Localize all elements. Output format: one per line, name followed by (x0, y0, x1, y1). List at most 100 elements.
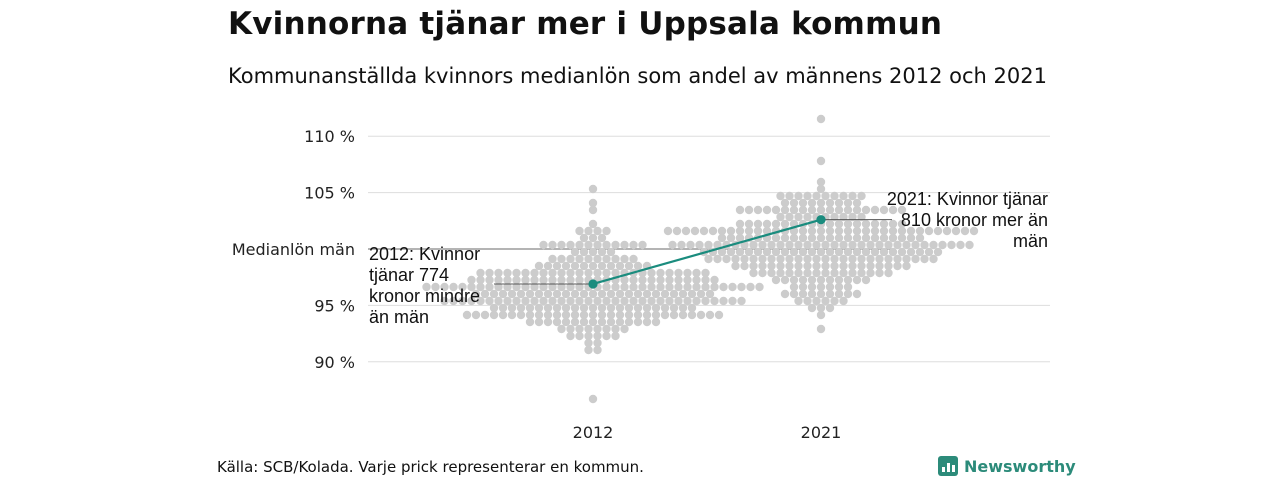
kommun-dot (710, 282, 719, 292)
kommun-dot (798, 198, 808, 208)
kommun-dot (665, 296, 674, 306)
kommun-dot (579, 317, 589, 327)
kommun-dot (825, 289, 835, 299)
kommun-dot (803, 212, 812, 222)
kommun-dot (584, 345, 593, 355)
kommun-dot (611, 331, 620, 341)
kommun-dot (861, 205, 871, 215)
kommun-dot (884, 254, 893, 264)
kommun-dot (915, 226, 925, 236)
kommun-dot (669, 289, 679, 299)
kommun-dot (744, 205, 754, 215)
brand-logo-link[interactable]: Newsworthy (938, 456, 1076, 476)
kommun-dot (776, 212, 785, 222)
kommun-dot (584, 226, 593, 236)
kommun-dot (543, 303, 553, 313)
kommun-dot (785, 268, 794, 278)
kommun-dot (807, 233, 817, 243)
kommun-dot (884, 268, 893, 278)
kommun-dot (512, 282, 521, 292)
kommun-dot (485, 282, 494, 292)
kommun-dot (857, 254, 866, 264)
kommun-dot (803, 254, 812, 264)
kommun-dot (789, 198, 799, 208)
kommun-dot (669, 310, 679, 320)
kommun-dot (825, 282, 835, 292)
kommun-dot (611, 324, 620, 334)
kommun-dot (462, 310, 472, 320)
kommun-dot (839, 296, 848, 306)
kommun-dot (812, 296, 821, 306)
kommun-dot (530, 282, 539, 292)
kommun-dot (857, 240, 866, 250)
kommun-dot (875, 254, 884, 264)
newsworthy-logo-icon (938, 456, 958, 476)
kommun-dot (726, 233, 736, 243)
kommun-dot (740, 254, 749, 264)
kommun-dot (906, 233, 916, 243)
kommun-dot (719, 282, 728, 292)
kommun-dot (816, 198, 826, 208)
kommun-dot (897, 233, 907, 243)
kommun-dot (602, 282, 611, 292)
kommun-dot (762, 205, 772, 215)
kommun-dot (588, 184, 598, 194)
kommun-dot (606, 261, 616, 271)
kommun-dot (807, 275, 817, 285)
kommun-dot (620, 282, 629, 292)
kommun-dot (816, 282, 826, 292)
kommun-dot (476, 275, 485, 285)
kommun-dot (660, 310, 670, 320)
kommun-dot (629, 282, 638, 292)
kommun-dot (960, 226, 970, 236)
kommun-dot (870, 205, 880, 215)
kommun-dot (830, 296, 839, 306)
kommun-dot (749, 254, 758, 264)
kommun-dot (812, 268, 821, 278)
kommun-dot (870, 219, 880, 229)
kommun-dot (557, 240, 566, 250)
kommun-dot (771, 247, 781, 257)
kommun-dot (683, 268, 692, 278)
kommun-dot (866, 261, 875, 271)
kommun-dot (665, 268, 674, 278)
kommun-dot (422, 282, 431, 292)
kommun-dot (816, 184, 826, 194)
kommun-dot (861, 275, 871, 285)
kommun-dot (888, 233, 898, 243)
kommun-dot (525, 303, 535, 313)
kommun-dot (884, 240, 893, 250)
kommun-dot (762, 226, 772, 236)
kommun-dot (825, 303, 835, 313)
kommun-dot (588, 247, 598, 257)
kommun-dot (548, 240, 557, 250)
kommun-dot (674, 296, 683, 306)
kommun-dot (485, 268, 494, 278)
kommun-dot (852, 198, 862, 208)
kommun-dot (812, 261, 821, 271)
kommun-dot (749, 261, 758, 271)
kommun-dot (539, 268, 548, 278)
kommun-dot (816, 247, 826, 257)
kommun-dot (875, 261, 884, 271)
kommun-dot (879, 205, 889, 215)
kommun-dot (593, 226, 602, 236)
kommun-dot (776, 240, 785, 250)
kommun-dot (548, 275, 557, 285)
kommun-dot (726, 247, 736, 257)
kommun-dot (597, 303, 607, 313)
kommun-dot (785, 254, 794, 264)
kommun-dot (660, 289, 670, 299)
kommun-dot (593, 331, 602, 341)
kommun-dot (830, 268, 839, 278)
kommun-dot (924, 247, 934, 257)
kommun-dot (552, 261, 562, 271)
kommun-dot (575, 282, 584, 292)
kommun-dot (566, 331, 575, 341)
reference-line-label: Medianlön män (232, 240, 355, 259)
kommun-dot (947, 240, 956, 250)
y-tick-label: 95 % (314, 296, 355, 315)
kommun-dot (798, 247, 808, 257)
kommun-dot (852, 226, 862, 236)
kommun-dot (687, 289, 697, 299)
